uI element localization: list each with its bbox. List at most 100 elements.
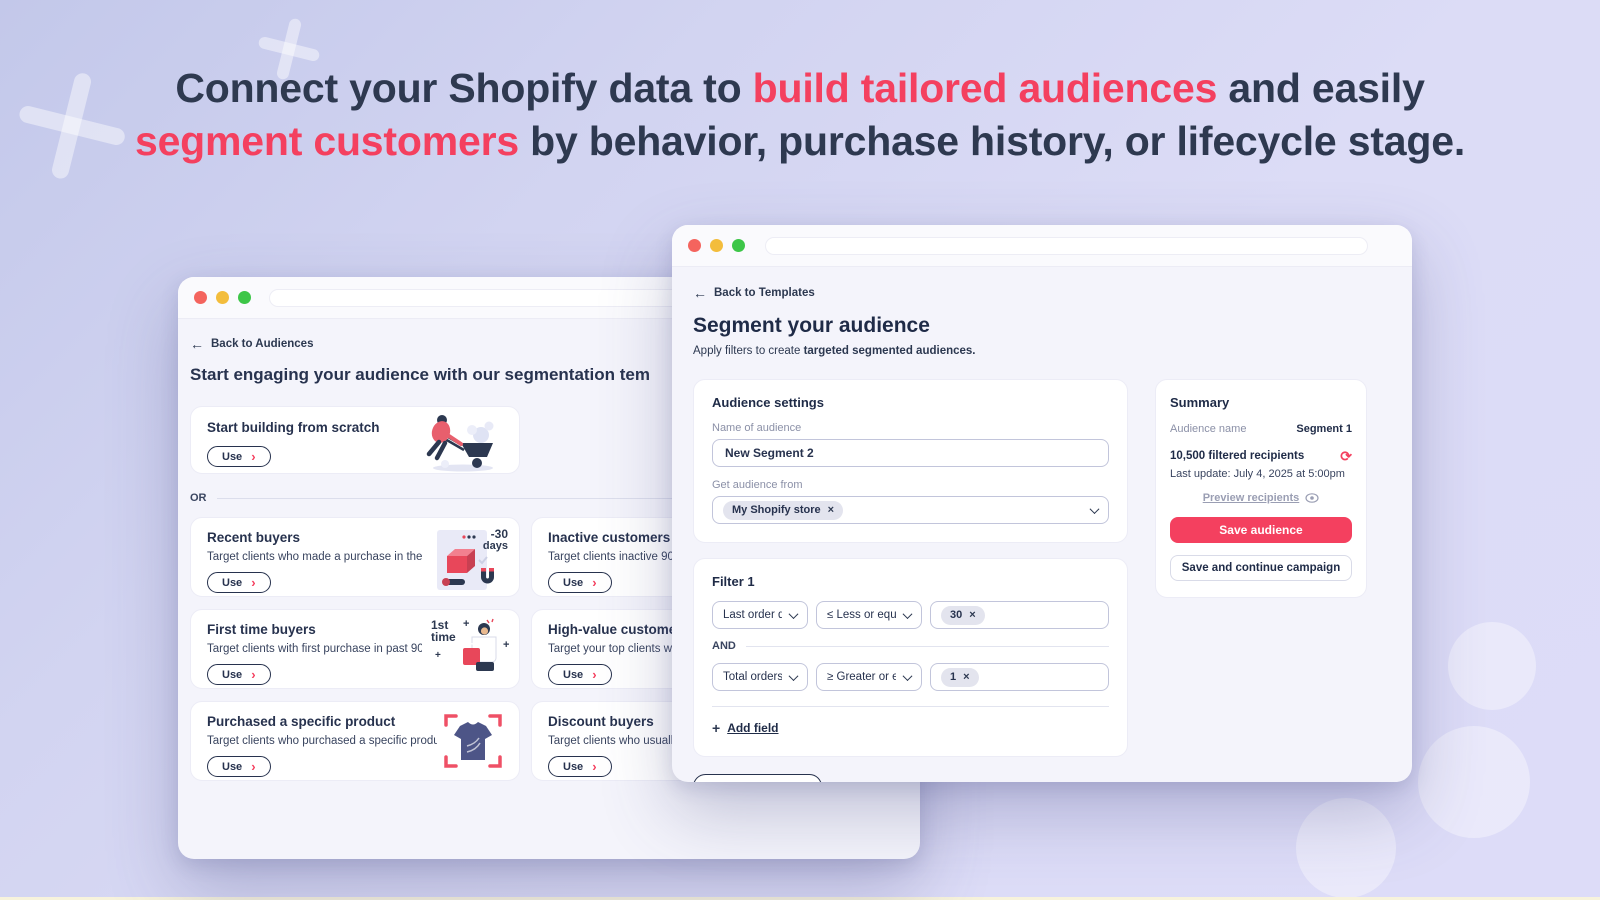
filter-field-select[interactable]: Last order dat... [712, 601, 808, 629]
audience-source-select[interactable]: My Shopify store × [712, 496, 1109, 524]
audience-name-input[interactable] [712, 439, 1109, 467]
filter-panel: Filter 1 Last order dat... ≤ Less or equ… [693, 558, 1128, 757]
back-to-templates-link[interactable]: ← Back to Templates [693, 285, 1367, 301]
page-title: Segment your audience [693, 314, 930, 337]
chip-label: 1 [950, 671, 957, 683]
and-label: AND [712, 640, 736, 652]
get-audience-from-label: Get audience from [712, 479, 803, 491]
eye-icon [1305, 493, 1319, 503]
segment-builder-window: ← Back to Templates Segment your audienc… [672, 225, 1412, 782]
chip-label: 30 [950, 609, 963, 621]
back-arrow-icon: ← [693, 285, 707, 301]
window-chrome [672, 225, 1412, 267]
use-button[interactable]: Use › [548, 664, 612, 685]
remove-chip-icon[interactable]: × [827, 504, 835, 516]
or-divider: OR [190, 492, 908, 504]
svg-text:+: + [435, 650, 441, 661]
use-button-label: Use [563, 668, 584, 681]
add-field-link[interactable]: + Add field [712, 720, 779, 736]
and-divider: AND [712, 640, 1109, 652]
use-button-label: Use [222, 668, 243, 681]
use-button-label: Use [222, 450, 243, 463]
use-button[interactable]: Use › [207, 572, 271, 593]
minimize-window-icon[interactable] [710, 239, 723, 252]
audience-name-value: Segment 1 [1296, 423, 1352, 435]
start-from-scratch-card: Start building from scratch Use › [190, 406, 520, 474]
use-button[interactable]: Use › [548, 572, 612, 593]
filter-value-input[interactable]: 1 × [930, 663, 1109, 691]
use-button-label: Use [222, 576, 243, 589]
filter-operator-select[interactable]: ≥ Greater or e... [816, 663, 922, 691]
card-description: Target clients who made a purchase in th… [207, 551, 422, 563]
add-field-label: Add field [727, 721, 779, 735]
value-chip: 1 × [941, 667, 979, 687]
minimize-window-icon[interactable] [216, 291, 229, 304]
headline-text: Connect your Shopify data to [175, 65, 753, 111]
card-title: Recent buyers [207, 530, 301, 545]
chip-label: My Shopify store [732, 504, 821, 516]
filtered-recipients-count: 10,500 filtered recipients [1170, 450, 1305, 462]
last-update-text: Last update: July 4, 2025 at 5:00pm [1170, 468, 1345, 480]
card-description: Target clients with first purchase in pa… [207, 643, 422, 655]
card-title: Purchased a specific product [207, 714, 396, 729]
filter-operator-select[interactable]: ≤ Less or equa... [816, 601, 922, 629]
template-card-first-time-buyers: First time buyers Target clients with fi… [190, 609, 520, 689]
filter-title: Filter 1 [712, 574, 755, 589]
use-button[interactable]: Use › [207, 756, 271, 777]
headline-text: by behavior, purchase history, or lifecy… [518, 118, 1466, 164]
card-title: First time buyers [207, 622, 316, 637]
panel-title: Audience settings [712, 395, 824, 410]
select-value: Total orders [723, 671, 782, 683]
chevron-down-icon [902, 608, 913, 619]
back-link-label: Back to Audiences [211, 338, 314, 350]
close-window-icon[interactable] [194, 291, 207, 304]
use-button[interactable]: Use › [207, 664, 271, 685]
headline-highlight: build tailored audiences [752, 65, 1218, 111]
filter-field-select[interactable]: Total orders [712, 663, 808, 691]
close-window-icon[interactable] [688, 239, 701, 252]
template-card-specific-product: Purchased a specific product Target clie… [190, 701, 520, 781]
card-title: Discount buyers [548, 714, 654, 729]
select-value: ≤ Less or equa... [827, 609, 896, 621]
back-to-audiences-link[interactable]: ← Back to Audiences [190, 336, 908, 352]
maximize-window-icon[interactable] [238, 291, 251, 304]
address-bar[interactable] [765, 236, 1368, 255]
remove-chip-icon[interactable]: × [963, 671, 970, 683]
add-new-filter-label: Add new filter [709, 780, 788, 783]
summary-title: Summary [1170, 395, 1230, 410]
chevron-right-icon: › [592, 759, 597, 774]
plus-icon: + [712, 720, 721, 736]
or-label: OR [190, 492, 207, 504]
card-title: Inactive customers [548, 530, 671, 545]
filter-value-input[interactable]: 30 × [930, 601, 1109, 629]
ring-decoration-icon [1296, 798, 1396, 898]
chevron-right-icon: › [592, 667, 597, 682]
add-new-filter-button[interactable]: Add new filter + [693, 774, 822, 782]
preview-recipients-label: Preview recipients [1202, 492, 1300, 504]
use-button[interactable]: Use › [207, 446, 271, 467]
use-button[interactable]: Use › [548, 756, 612, 777]
back-arrow-icon: ← [190, 336, 204, 352]
ring-decoration-icon [1418, 726, 1530, 838]
name-of-audience-label: Name of audience [712, 422, 802, 434]
refresh-icon[interactable]: ⟳ [1340, 448, 1352, 464]
chevron-down-icon [788, 670, 799, 681]
back-link-label: Back to Templates [714, 287, 815, 299]
save-audience-button[interactable]: Save audience [1170, 517, 1352, 543]
save-and-continue-button[interactable]: Save and continue campaign [1170, 555, 1352, 581]
chevron-right-icon: › [251, 759, 256, 774]
preview-recipients-link[interactable]: Preview recipients [1170, 492, 1352, 504]
audience-name-label: Audience name [1170, 423, 1247, 435]
chevron-right-icon: › [251, 449, 256, 464]
chevron-right-icon: › [251, 667, 256, 682]
page-title: Start engaging your audience with our se… [190, 365, 651, 384]
remove-chip-icon[interactable]: × [969, 609, 976, 621]
audience-settings-panel: Audience settings Name of audience Get a… [693, 379, 1128, 543]
headline-text: and easily [1217, 65, 1425, 111]
use-button-label: Use [563, 576, 584, 589]
use-button-label: Use [563, 760, 584, 773]
use-button-label: Use [222, 760, 243, 773]
maximize-window-icon[interactable] [732, 239, 745, 252]
svg-text:+: + [503, 639, 509, 651]
